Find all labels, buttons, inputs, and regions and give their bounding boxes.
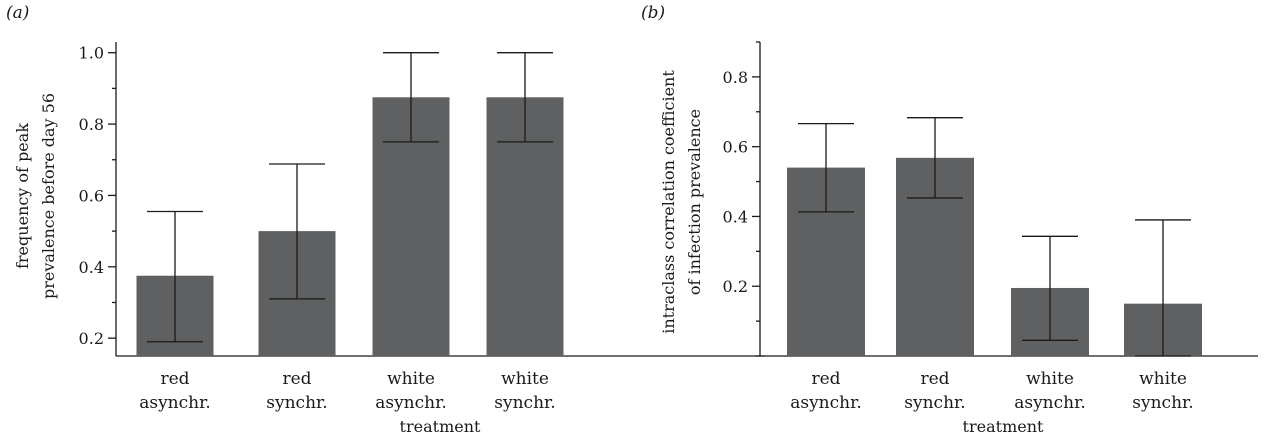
panel-b-ylabel-line1: intraclass correlation coefficient — [659, 70, 678, 334]
panel-a-category-label-1-0: red — [282, 369, 311, 389]
panel-b-category-label-3-0: white — [1139, 369, 1187, 389]
panel-a-ytick-label: 1.0 — [79, 44, 104, 63]
panel-b: (b) intraclass correlation coefficient o… — [641, 3, 1258, 436]
panel-a-xlabel: treatment — [400, 417, 481, 436]
panel-a-ylabel-line2: prevalence before day 56 — [39, 93, 58, 299]
panel-b-category-label-2-0: white — [1026, 369, 1074, 389]
panel-a: (a) frequency of peak prevalence before … — [6, 3, 764, 436]
panel-a-ytick-label: 0.2 — [79, 329, 104, 348]
panel-a-category-label-2-0: white — [387, 369, 435, 389]
panel-a-marks: 0.2 0.4 0.6 0.8 1.0 red asynchr. red synchr. whit… — [79, 42, 764, 413]
panel-a-ytick-label: 0.8 — [79, 115, 104, 134]
panel-a-category-label-1-1: synchr. — [266, 393, 327, 413]
panel-b-ytick-label: 0.2 — [723, 277, 748, 296]
panel-a-label: (a) — [6, 3, 29, 23]
panel-b-ytick-label: 0.4 — [723, 207, 748, 226]
panel-a-category-label-2-1: asynchr. — [375, 393, 447, 413]
panel-b-category-label-0-0: red — [811, 369, 840, 389]
panel-a-category-label-3-0: white — [501, 369, 549, 389]
panel-b-category-label-3-1: synchr. — [1132, 393, 1193, 413]
panel-b-marks: 0.2 0.4 0.6 0.8 red asynchr. red synchr. white as… — [723, 41, 1258, 413]
panel-a-ytick-label: 0.6 — [79, 186, 104, 205]
panel-b-ytick-label: 0.6 — [723, 138, 748, 157]
panel-b-ylabel-line2: of infection prevalence — [685, 109, 704, 295]
panel-a-category-label-0-0: red — [160, 369, 189, 389]
panel-b-xlabel: treatment — [963, 417, 1044, 436]
panel-b-label: (b) — [641, 3, 665, 23]
panel-a-category-label-3-1: synchr. — [494, 393, 555, 413]
panel-b-ytick-label: 0.8 — [723, 68, 748, 87]
panel-b-category-label-0-1: asynchr. — [790, 393, 862, 413]
panel-b-category-label-1-0: red — [920, 369, 949, 389]
panel-b-category-label-1-1: synchr. — [904, 393, 965, 413]
panel-a-ylabel-line1: frequency of peak — [13, 123, 32, 269]
panel-a-ytick-label: 0.4 — [79, 258, 104, 277]
panel-a-category-label-0-1: asynchr. — [139, 393, 211, 413]
panel-b-category-label-2-1: asynchr. — [1014, 393, 1086, 413]
